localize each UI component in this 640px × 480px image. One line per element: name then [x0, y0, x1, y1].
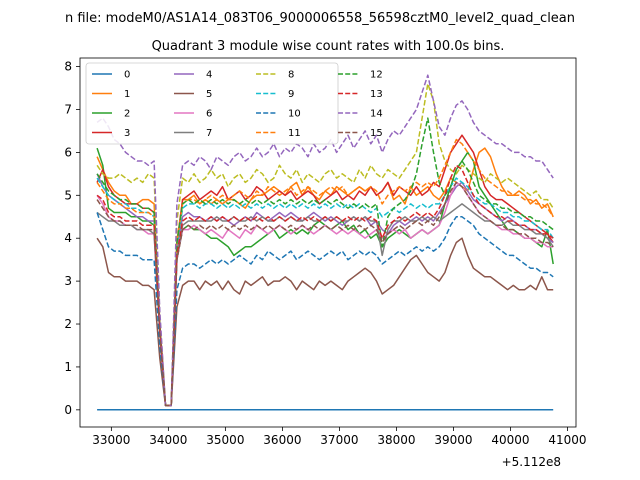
legend-label: 5 [206, 89, 212, 100]
legend-entry-15: 15 [338, 128, 383, 139]
series-line-15 [96, 181, 554, 407]
x-tick-label: 41000 [548, 433, 586, 447]
y-axis: 0 1 2 3 4 5 6 7 8 [64, 60, 80, 417]
x-tick-label: 36000 [263, 433, 301, 447]
legend-label: 12 [370, 70, 383, 81]
legend-label: 6 [206, 109, 212, 120]
x-offset-label: +5.112e8 [502, 455, 561, 469]
series-line-14 [96, 74, 554, 407]
series-line-9 [96, 177, 554, 407]
series-line-5 [96, 237, 554, 407]
legend-label: 2 [124, 109, 130, 120]
legend-label: 11 [288, 128, 301, 139]
series-line-12 [96, 117, 554, 407]
legend-entry-0: 0 [92, 70, 130, 81]
legend-entry-2: 2 [92, 109, 130, 120]
legend-entry-5: 5 [174, 89, 212, 100]
x-tick-label: 34000 [149, 433, 187, 447]
x-tick-label: 39000 [434, 433, 472, 447]
series-line-7 [96, 203, 554, 407]
series-line-8 [96, 82, 554, 407]
x-tick-label: 35000 [206, 433, 244, 447]
legend-entry-12: 12 [338, 70, 383, 81]
x-tick-label: 37000 [320, 433, 358, 447]
legend-label: 1 [124, 89, 130, 100]
x-tick-label: 40000 [491, 433, 529, 447]
chart-title: Quadrant 3 module wise count rates with … [152, 39, 505, 54]
legend-label: 15 [370, 128, 383, 139]
y-tick-label: 8 [64, 60, 72, 74]
x-tick-label: 33000 [92, 433, 130, 447]
x-axis: 33000 34000 35000 36000 37000 38000 39000 40000… [92, 427, 587, 447]
legend-entry-1: 1 [92, 89, 130, 100]
x-tick-label: 38000 [377, 433, 415, 447]
y-tick-label: 7 [64, 102, 72, 116]
y-tick-label: 1 [64, 360, 72, 374]
plot-area [79, 57, 577, 428]
legend-label: 13 [370, 89, 383, 100]
plot-frame [79, 57, 577, 428]
y-tick-label: 6 [64, 145, 72, 159]
series-line-3 [96, 134, 554, 407]
legend-entry-6: 6 [174, 109, 212, 120]
legend-label: 9 [288, 89, 294, 100]
legend-entry-10: 10 [256, 109, 301, 120]
y-tick-label: 5 [64, 188, 72, 202]
legend-label: 3 [124, 128, 130, 139]
series-line-11 [96, 138, 554, 407]
legend-label: 4 [206, 70, 212, 81]
legend-entry-13: 13 [338, 89, 383, 100]
legend-entry-4: 4 [174, 70, 212, 81]
legend-label: 8 [288, 70, 294, 81]
y-tick-label: 3 [64, 274, 72, 288]
legend-label: 7 [206, 128, 212, 139]
series-lines [96, 74, 554, 411]
y-tick-label: 4 [64, 231, 72, 245]
legend-entry-14: 14 [338, 109, 383, 120]
legend-label: 0 [124, 70, 130, 81]
legend-entry-7: 7 [174, 128, 212, 139]
legend-entry-11: 11 [256, 128, 301, 139]
legend-label: 14 [370, 109, 383, 120]
series-line-10 [96, 212, 554, 407]
legend-box [85, 62, 339, 145]
legend-label: 10 [288, 109, 301, 120]
legend-entry-3: 3 [92, 128, 130, 139]
legend-entry-8: 8 [256, 70, 294, 81]
legend-entry-9: 9 [256, 89, 294, 100]
y-tick-label: 2 [64, 317, 72, 331]
suptitle: n file: modeM0/AS1A14_083T06_9000006558_… [65, 11, 575, 26]
series-line-13 [96, 164, 554, 407]
y-tick-label: 0 [64, 403, 72, 417]
